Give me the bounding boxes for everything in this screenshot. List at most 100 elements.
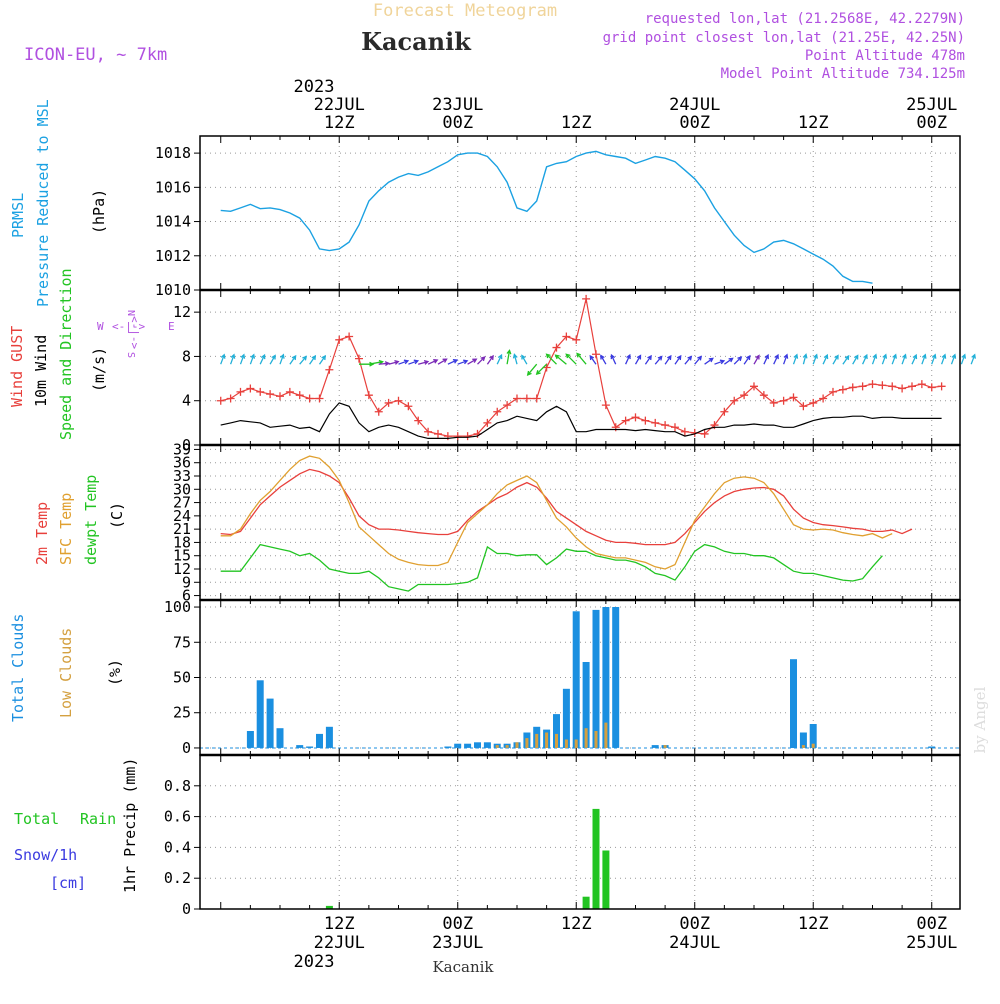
low-cloud-bar: [801, 745, 805, 748]
temperature-border: [199, 444, 961, 601]
wind-arrow: [862, 353, 868, 365]
wind10m-line: [220, 402, 942, 439]
gust-point: [907, 382, 916, 391]
total-cloud-bar: [582, 662, 590, 748]
bottom-axis-year: 2023: [294, 952, 335, 972]
precip-unit: 1hr Precip (mm): [121, 758, 139, 893]
wind-arrow: [782, 353, 789, 365]
gust-point: [394, 396, 403, 405]
wind-arrow: [802, 353, 808, 365]
wind-arrow: [269, 354, 276, 365]
total-cloud-bar: [602, 607, 610, 748]
temp2m-line: [220, 468, 913, 546]
total-cloud-bar: [928, 746, 936, 748]
gust-point: [512, 394, 521, 403]
wind-arrow: [279, 353, 285, 365]
pressure-panel: 1010 1012 1014 1016 1018: [155, 136, 960, 299]
gust-point: [819, 394, 828, 403]
bottom-hour-label: 00Z: [442, 914, 473, 934]
low-cloud-bar: [525, 738, 529, 748]
bottom-date-label: 23JUL: [432, 933, 483, 953]
wind-label-b: 10m Wind: [32, 335, 50, 407]
wind-arrow: [625, 353, 631, 365]
low-cloud-bar: [594, 731, 598, 748]
low-cloud-bar: [505, 745, 509, 748]
pressure-ytick-label: 1012: [155, 247, 191, 265]
pressure-ytick-label: 1014: [155, 213, 191, 231]
wind-arrow: [368, 359, 384, 365]
grid-point-coords: grid point closest lon,lat (21.25E, 42.2…: [603, 30, 965, 46]
wind-arrow: [565, 353, 577, 365]
top-hour-label: 12Z: [561, 113, 592, 133]
wind-arrow: [309, 354, 317, 365]
wind-arrow: [832, 354, 839, 365]
gust-point: [345, 332, 354, 341]
wind-arrow: [447, 359, 459, 365]
temperature-ytick-label: 6: [182, 587, 191, 605]
wind-arrow: [554, 354, 567, 365]
gust-point: [463, 432, 472, 441]
gust-point: [759, 391, 768, 400]
total-cloud-bar: [464, 743, 472, 748]
cloud-panel-labels: Total Clouds Low Clouds (%): [9, 614, 124, 722]
temperature-ytick-label: 18: [173, 533, 191, 551]
temperature-ytick-label: 24: [173, 507, 191, 525]
low-cloud-bar: [604, 722, 608, 748]
wind-arrow: [704, 357, 714, 365]
cloud-label-b: Low Clouds: [57, 628, 75, 718]
gust-point: [828, 387, 837, 396]
wind-arrow: [812, 353, 818, 365]
compass-s: S: [125, 352, 136, 358]
wind-arrow: [871, 353, 878, 365]
wind-arrow: [763, 353, 769, 365]
low-cloud-bar: [515, 742, 519, 748]
total-cloud-bar: [612, 607, 620, 748]
wind-arrow: [521, 354, 528, 365]
top-date-label: 24JUL: [669, 95, 720, 115]
wind-arrow: [467, 358, 478, 365]
gust-point: [532, 394, 541, 403]
total-cloud-bar: [276, 728, 284, 748]
wind-arrow: [289, 354, 297, 365]
wind-arrow: [408, 359, 420, 365]
wind-arrow: [477, 356, 486, 365]
top-hour-label: 12Z: [798, 113, 829, 133]
wind-arrow: [684, 355, 693, 365]
total-cloud-bar: [790, 659, 797, 748]
clouds-ytick-label: 75: [173, 633, 191, 651]
temperature-ytick-label: 12: [173, 560, 191, 578]
wind-arrow: [589, 354, 597, 365]
gust-point: [799, 402, 808, 411]
gust-point: [522, 394, 531, 403]
sfctemp-line: [220, 455, 893, 570]
top-hour-label: 00Z: [679, 113, 710, 133]
precip-label-snow: Snow/1h: [14, 846, 77, 864]
pressure-line: [220, 150, 873, 284]
total-cloud-bar: [809, 724, 817, 748]
wind-arrow: [526, 363, 538, 376]
total-cloud-bar: [256, 680, 264, 748]
gust-point: [898, 384, 907, 393]
wind-ytick-label: 0: [182, 436, 191, 454]
temp-label-b: SFC Temp: [57, 493, 75, 565]
faint-title: Forecast Meteogram: [373, 1, 557, 21]
rain-bar: [582, 896, 590, 909]
wind-arrow: [418, 359, 430, 365]
clouds-panel: 0 25 50 75 100: [164, 598, 960, 757]
wind-arrow: [792, 353, 799, 365]
low-cloud-bar: [564, 739, 568, 748]
gust-point: [868, 380, 877, 389]
pressure-panel-labels: PRMSL Pressure Reduced to MSL (hPa): [9, 99, 108, 307]
pressure-ytick-label: 1010: [155, 281, 191, 299]
total-cloud-bar: [483, 742, 491, 748]
low-cloud-bar: [555, 733, 558, 748]
precip-panel-labels: Total Rain Snow/1h [cm] 1hr Precip (mm): [14, 758, 139, 893]
wind-arrow: [842, 354, 850, 365]
wind-arrow: [891, 353, 897, 365]
gust-point: [591, 350, 600, 359]
total-cloud-bar: [266, 698, 274, 748]
total-cloud-bar: [592, 609, 600, 748]
